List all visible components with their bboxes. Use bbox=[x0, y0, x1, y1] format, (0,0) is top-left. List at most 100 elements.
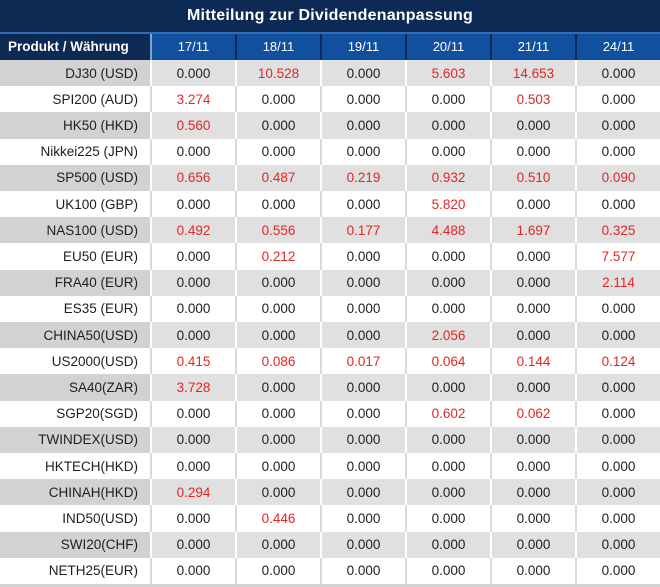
dividend-value: 0.000 bbox=[150, 426, 235, 454]
dividend-value: 0.000 bbox=[150, 138, 235, 165]
product-name: HKTECH(HKD) bbox=[0, 453, 150, 480]
dividend-value: 0.000 bbox=[490, 374, 575, 401]
dividend-value: 0.000 bbox=[320, 60, 405, 87]
dividend-value: 7.577 bbox=[575, 243, 660, 270]
product-name: ES35 (EUR) bbox=[0, 295, 150, 323]
dividend-value: 0.000 bbox=[320, 112, 405, 139]
dividend-value: 5.603 bbox=[405, 60, 490, 87]
dividend-value: 0.000 bbox=[150, 243, 235, 270]
dividend-value: 1.697 bbox=[490, 217, 575, 244]
dividend-value: 0.325 bbox=[575, 217, 660, 244]
dividend-value: 0.487 bbox=[235, 164, 320, 192]
dividend-value: 0.000 bbox=[150, 505, 235, 532]
dividend-value: 0.294 bbox=[150, 479, 235, 506]
product-name: HK50 (HKD) bbox=[0, 112, 150, 139]
dividend-value: 0.000 bbox=[575, 479, 660, 506]
dividend-value: 0.000 bbox=[575, 295, 660, 323]
dividend-value: 0.000 bbox=[235, 322, 320, 349]
dividend-value: 0.000 bbox=[150, 295, 235, 323]
column-header-product: Produkt / Währung bbox=[0, 34, 150, 60]
dividend-value: 2.056 bbox=[405, 322, 490, 349]
dividend-value: 0.000 bbox=[490, 531, 575, 558]
product-name: NETH25(EUR) bbox=[0, 557, 150, 585]
table-row: FRA40 (EUR) 0.000 0.000 0.000 0.000 0.000 2.11… bbox=[0, 269, 660, 296]
table-row: SA40(ZAR) 3.728 0.000 0.000 0.000 0.000 0.000 bbox=[0, 374, 660, 401]
table-bottom-border bbox=[0, 584, 660, 587]
dividend-value: 0.000 bbox=[320, 531, 405, 558]
table-body: DJ30 (USD) 0.000 10.528 0.000 5.603 14.653 0.0… bbox=[0, 60, 660, 585]
table-row: SGP20(SGD) 0.000 0.000 0.000 0.602 0.062 0.000 bbox=[0, 400, 660, 427]
table-row: ES35 (EUR) 0.000 0.000 0.000 0.000 0.000 0.000 bbox=[0, 295, 660, 323]
dividend-value: 0.000 bbox=[490, 557, 575, 585]
dividend-value: 0.000 bbox=[405, 243, 490, 270]
dividend-value: 3.728 bbox=[150, 374, 235, 401]
dividend-value: 0.000 bbox=[575, 191, 660, 218]
dividend-value: 0.000 bbox=[320, 269, 405, 296]
dividend-value: 0.000 bbox=[235, 112, 320, 139]
dividend-value: 0.000 bbox=[235, 531, 320, 558]
dividend-value: 0.000 bbox=[405, 426, 490, 454]
product-name: EU50 (EUR) bbox=[0, 243, 150, 270]
dividend-value: 0.000 bbox=[490, 453, 575, 480]
dividend-value: 0.000 bbox=[150, 400, 235, 427]
dividend-value: 0.000 bbox=[235, 86, 320, 113]
product-name: NAS100 (USD) bbox=[0, 217, 150, 244]
dividend-value: 0.000 bbox=[575, 322, 660, 349]
product-name: UK100 (GBP) bbox=[0, 191, 150, 218]
column-header-date: 21/11 bbox=[490, 34, 575, 60]
table-row: IND50(USD) 0.000 0.446 0.000 0.000 0.000 0.000 bbox=[0, 505, 660, 532]
dividend-value: 0.000 bbox=[320, 505, 405, 532]
dividend-value: 0.000 bbox=[490, 295, 575, 323]
table-row: EU50 (EUR) 0.000 0.212 0.000 0.000 0.000 7.577 bbox=[0, 243, 660, 270]
dividend-value: 0.000 bbox=[235, 295, 320, 323]
dividend-value: 0.000 bbox=[235, 191, 320, 218]
dividend-value: 0.000 bbox=[150, 191, 235, 218]
product-name: SGP20(SGD) bbox=[0, 400, 150, 427]
product-name: SA40(ZAR) bbox=[0, 374, 150, 401]
dividend-value: 0.000 bbox=[405, 374, 490, 401]
dividend-value: 14.653 bbox=[490, 60, 575, 87]
dividend-value: 0.932 bbox=[405, 164, 490, 192]
dividend-value: 0.000 bbox=[235, 400, 320, 427]
dividend-value: 3.274 bbox=[150, 86, 235, 113]
dividend-value: 0.000 bbox=[490, 243, 575, 270]
dividend-value: 0.144 bbox=[490, 348, 575, 375]
dividend-value: 0.000 bbox=[320, 400, 405, 427]
table-row: CHINA50(USD) 0.000 0.000 0.000 2.056 0.000 0.0… bbox=[0, 322, 660, 349]
dividend-value: 0.510 bbox=[490, 164, 575, 192]
dividend-value: 0.000 bbox=[490, 191, 575, 218]
column-header-date: 24/11 bbox=[575, 34, 660, 60]
dividend-value: 0.446 bbox=[235, 505, 320, 532]
dividend-value: 0.000 bbox=[150, 269, 235, 296]
dividend-value: 0.000 bbox=[235, 453, 320, 480]
dividend-value: 0.000 bbox=[575, 557, 660, 585]
dividend-value: 0.064 bbox=[405, 348, 490, 375]
dividend-value: 0.000 bbox=[575, 374, 660, 401]
dividend-value: 0.000 bbox=[405, 138, 490, 165]
dividend-value: 0.212 bbox=[235, 243, 320, 270]
table-row: TWINDEX(USD) 0.000 0.000 0.000 0.000 0.000 0.0… bbox=[0, 426, 660, 454]
dividend-value: 0.000 bbox=[150, 453, 235, 480]
product-name: SPI200 (AUD) bbox=[0, 86, 150, 113]
dividend-value: 0.000 bbox=[575, 531, 660, 558]
dividend-value: 0.000 bbox=[575, 453, 660, 480]
product-name: CHINA50(USD) bbox=[0, 322, 150, 349]
table-row: Nikkei225 (JPN) 0.000 0.000 0.000 0.000 0.000… bbox=[0, 138, 660, 165]
dividend-value: 0.000 bbox=[405, 557, 490, 585]
dividend-value: 0.062 bbox=[490, 400, 575, 427]
dividend-value: 0.503 bbox=[490, 86, 575, 113]
dividend-value: 2.114 bbox=[575, 269, 660, 296]
table-row: SPI200 (AUD) 3.274 0.000 0.000 0.000 0.503 0.0… bbox=[0, 86, 660, 113]
dividend-value: 0.000 bbox=[575, 426, 660, 454]
product-name: TWINDEX(USD) bbox=[0, 426, 150, 454]
dividend-value: 0.000 bbox=[405, 86, 490, 113]
product-name: US2000(USD) bbox=[0, 348, 150, 375]
dividend-value: 0.000 bbox=[320, 426, 405, 454]
dividend-value: 0.000 bbox=[235, 269, 320, 296]
dividend-value: 0.000 bbox=[405, 531, 490, 558]
dividend-value: 0.000 bbox=[150, 322, 235, 349]
product-name: Nikkei225 (JPN) bbox=[0, 138, 150, 165]
table-row: US2000(USD) 0.415 0.086 0.017 0.064 0.144 0.12… bbox=[0, 348, 660, 375]
dividend-value: 0.000 bbox=[405, 453, 490, 480]
dividend-value: 4.488 bbox=[405, 217, 490, 244]
